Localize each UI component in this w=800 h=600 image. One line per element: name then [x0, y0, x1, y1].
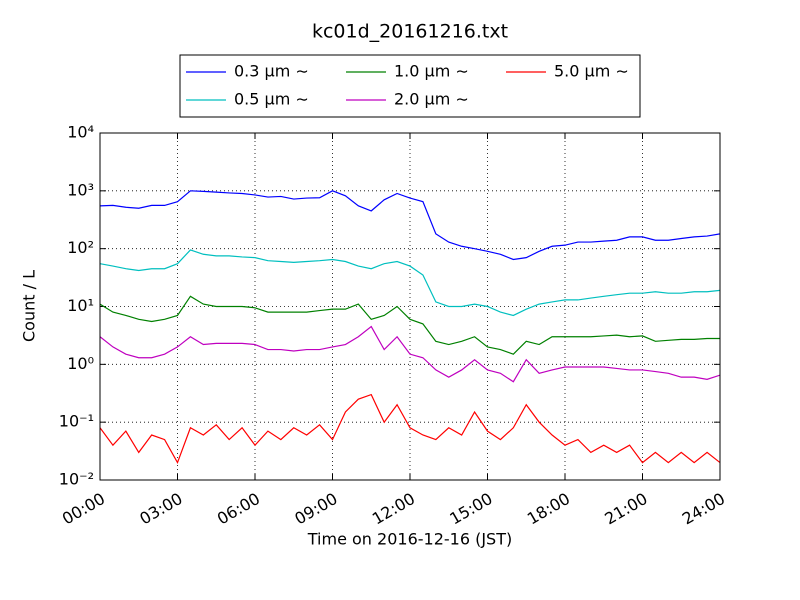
data-line [100, 190, 720, 261]
legend-label: 2.0 μm ∼ [394, 90, 469, 109]
legend-label: 5.0 μm ∼ [554, 62, 629, 81]
data-line [100, 249, 720, 317]
y-tick-label: 10⁰ [67, 354, 94, 373]
data-line [100, 393, 720, 465]
y-axis-label: Count / L [20, 270, 39, 342]
plot-frame [99, 132, 721, 481]
data-line [100, 325, 720, 383]
y-tick-label: 10⁻² [59, 470, 94, 489]
y-tick-label: 10² [67, 238, 94, 257]
y-tick-label: 10⁴ [67, 123, 94, 142]
legend-label: 0.5 μm ∼ [234, 90, 309, 109]
y-tick-label: 10¹ [67, 296, 94, 315]
data-line [100, 295, 720, 355]
legend-label: 0.3 μm ∼ [234, 62, 309, 81]
x-axis-label: Time on 2016-12-16 (JST) [307, 530, 512, 549]
chart-title: kc01d_20161216.txt [312, 21, 508, 43]
y-tick-label: 10⁻¹ [59, 412, 94, 431]
legend-label: 1.0 μm ∼ [394, 62, 469, 81]
legend-box [179, 54, 641, 118]
y-tick-label: 10³ [67, 180, 94, 199]
